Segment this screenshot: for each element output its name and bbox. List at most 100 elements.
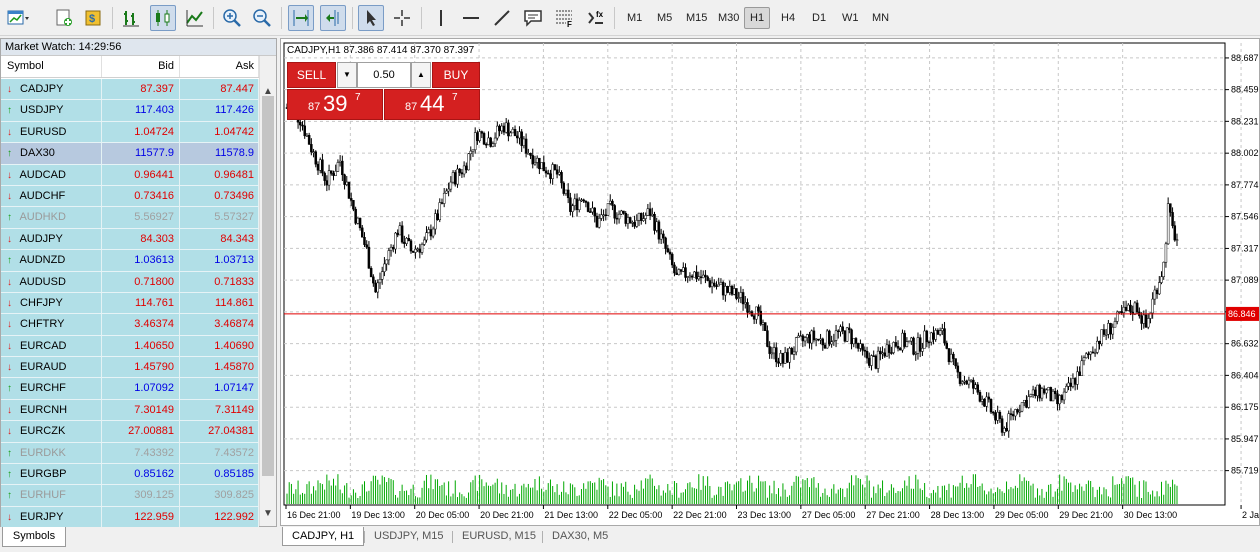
lot-increase-button[interactable]: ▲ xyxy=(411,62,431,88)
market-watch-row-audnzd[interactable]: ↑ AUDNZD 1.03613 1.03713 xyxy=(1,250,259,272)
cursor-button[interactable] xyxy=(358,5,384,31)
column-ask[interactable]: Ask xyxy=(180,56,259,77)
chart-shift-button[interactable] xyxy=(320,5,346,31)
scroll-down-icon[interactable]: ▼ xyxy=(263,508,273,519)
line-chart-icon xyxy=(186,10,203,27)
new-chart-button[interactable] xyxy=(5,5,31,31)
line-chart-button[interactable] xyxy=(182,5,208,31)
candle-body xyxy=(409,240,413,252)
symbol-cell: ↓ EURJPY xyxy=(1,506,102,528)
symbol-cell: ↓ CADJPY xyxy=(1,79,102,100)
chart-tab-dax30[interactable]: DAX30, M5 xyxy=(552,530,609,542)
market-watch-row-usdjpy[interactable]: ↑ USDJPY 117.403 117.426 xyxy=(1,100,259,122)
market-watch-button[interactable]: $ xyxy=(81,5,107,31)
ask-cell: 0.73496 xyxy=(180,185,259,207)
timeframe-m5[interactable]: M5 xyxy=(657,12,673,24)
market-watch-row-eurchf[interactable]: ↑ EURCHF 1.07092 1.07147 xyxy=(1,378,259,400)
candlestick-button[interactable] xyxy=(150,5,176,31)
candle-body xyxy=(901,332,904,351)
column-bid[interactable]: Bid xyxy=(102,56,180,77)
timeframe-d1[interactable]: D1 xyxy=(812,12,827,24)
trendline-button[interactable] xyxy=(489,5,515,31)
chart-tab-usdjpy[interactable]: USDJPY, M15 xyxy=(374,530,444,542)
candle-body xyxy=(1038,384,1041,399)
chart-tab-cadjpy[interactable]: CADJPY, H1 xyxy=(282,527,365,546)
candle-body xyxy=(1080,360,1084,376)
lot-decrease-button[interactable]: ▼ xyxy=(337,62,357,88)
scroll-thumb[interactable] xyxy=(262,96,274,476)
bar-chart-button[interactable] xyxy=(118,5,144,31)
chart-window[interactable]: 88.687 88.459 88.231 88.002 87.774 87.546 87.3… xyxy=(280,38,1260,526)
profiles-button[interactable] xyxy=(51,5,77,31)
chart-tab-eurusd[interactable]: EURUSD, M15 xyxy=(462,530,536,542)
arrow-down-icon: ↓ xyxy=(7,362,12,374)
market-watch-row-eurhuf[interactable]: ↑ EURHUF 309.125 309.825 xyxy=(1,485,259,507)
crosshair-button[interactable] xyxy=(389,5,415,31)
timeframe-mn[interactable]: MN xyxy=(872,12,890,24)
lot-size-input[interactable]: 0.50 xyxy=(357,62,411,88)
bid-price-tag xyxy=(1226,306,1259,321)
market-watch-scrollbar[interactable]: ▲ ▼ xyxy=(259,56,276,526)
horizontal-line-button[interactable] xyxy=(458,5,484,31)
symbol-label: EURCNH xyxy=(17,403,68,416)
market-watch-row-eurjpy[interactable]: ↓ EURJPY 122.959 122.992 xyxy=(1,506,259,529)
buy-button[interactable]: BUY xyxy=(432,62,480,88)
candle-body xyxy=(1087,353,1090,356)
market-watch-row-eurgbp[interactable]: ↑ EURGBP 0.85162 0.85185 xyxy=(1,464,259,486)
candle-body xyxy=(1049,387,1053,402)
zoom-out-button[interactable] xyxy=(249,5,275,31)
candle-body xyxy=(1007,413,1010,432)
candle-body xyxy=(806,334,809,338)
candle-body xyxy=(1036,384,1039,397)
market-watch-row-eurusd[interactable]: ↓ EURUSD 1.04724 1.04742 xyxy=(1,121,259,144)
ask-cell: 87.447 xyxy=(180,79,259,100)
timeframe-h4[interactable]: H4 xyxy=(781,12,796,24)
fibonacci-button[interactable]: F xyxy=(551,5,577,31)
market-watch-row-audusd[interactable]: ↓ AUDUSD 0.71800 0.71833 xyxy=(1,271,259,293)
candlestick-chart[interactable]: 88.687 88.459 88.231 88.002 87.774 87.546 87.3… xyxy=(281,39,1259,525)
bid-cell: 5.56927 xyxy=(102,207,180,228)
candle-body xyxy=(307,135,311,145)
auto-scroll-button[interactable] xyxy=(288,5,314,31)
timeframe-h1[interactable]: H1 xyxy=(744,7,771,29)
market-watch-row-dax30[interactable]: ↑ DAX30 11577.9 11578.9 xyxy=(1,143,259,165)
x-tick-label: 22 Dec 05:00 xyxy=(609,510,663,520)
candle-body xyxy=(591,207,594,213)
candle-body xyxy=(1091,351,1095,354)
market-watch-row-euraud[interactable]: ↓ EURAUD 1.45790 1.45870 xyxy=(1,357,259,379)
market-watch-row-audhkd[interactable]: ↑ AUDHKD 5.56927 5.57327 xyxy=(1,207,259,229)
buy-price-button[interactable]: 87 44 7 xyxy=(384,89,480,120)
market-watch-row-eurdkk[interactable]: ↑ EURDKK 7.43392 7.43572 xyxy=(1,442,259,465)
column-symbol[interactable]: Symbol xyxy=(1,56,102,77)
scroll-up-icon[interactable]: ▲ xyxy=(263,86,273,97)
market-watch-row-chftry[interactable]: ↓ CHFTRY 3.46374 3.46874 xyxy=(1,314,259,336)
timeframe-w1[interactable]: W1 xyxy=(842,12,859,24)
text-label-button[interactable] xyxy=(520,5,546,31)
candle-body xyxy=(323,172,326,181)
candle-body xyxy=(963,380,966,383)
candle-body xyxy=(429,229,433,237)
sell-button[interactable]: SELL xyxy=(287,62,336,88)
market-watch-row-chfjpy[interactable]: ↓ CHFJPY 114.761 114.861 xyxy=(1,292,259,315)
indicators-button[interactable]: fx xyxy=(583,5,609,31)
candle-body xyxy=(571,205,574,212)
tab-symbols[interactable]: Symbols xyxy=(2,527,66,547)
market-watch-row-eurcad[interactable]: ↓ EURCAD 1.40650 1.40690 xyxy=(1,335,259,358)
timeframe-m30[interactable]: M30 xyxy=(718,12,740,24)
market-watch-row-audcad[interactable]: ↓ AUDCAD 0.96441 0.96481 xyxy=(1,164,259,186)
market-watch-row-audchf[interactable]: ↓ AUDCHF 0.73416 0.73496 xyxy=(1,185,259,208)
y-tick-label: 87.089 xyxy=(1231,275,1259,285)
sell-price-button[interactable]: 87 39 7 xyxy=(287,89,383,120)
candle-body xyxy=(1034,389,1037,397)
candle-body xyxy=(460,172,464,175)
zoom-in-button[interactable] xyxy=(219,5,245,31)
timeframe-m15[interactable]: M15 xyxy=(686,12,708,24)
vertical-line-button[interactable] xyxy=(428,5,454,31)
market-watch-row-audjpy[interactable]: ↓ AUDJPY 84.303 84.343 xyxy=(1,228,259,251)
candle-body xyxy=(679,269,683,272)
candle-body xyxy=(491,143,495,147)
market-watch-row-eurczk[interactable]: ↓ EURCZK 27.00881 27.04381 xyxy=(1,421,259,443)
market-watch-row-cadjpy[interactable]: ↓ CADJPY 87.397 87.447 xyxy=(1,79,259,101)
market-watch-row-eurcnh[interactable]: ↓ EURCNH 7.30149 7.31149 xyxy=(1,399,259,422)
timeframe-m1[interactable]: M1 xyxy=(627,12,643,24)
